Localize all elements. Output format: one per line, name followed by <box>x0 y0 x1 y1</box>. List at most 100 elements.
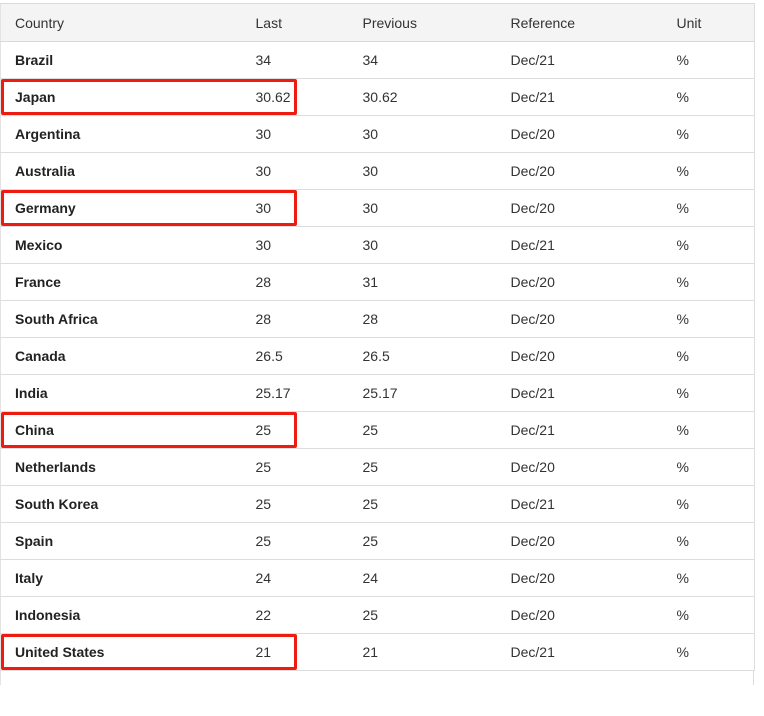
table-body: Brazil 34 34 Dec/21 % Japan 30.62 30.62 … <box>0 41 755 671</box>
last-cell: 30 <box>241 189 349 227</box>
previous-cell: 25 <box>348 485 497 523</box>
table-row: Italy 24 24 Dec/20 % <box>0 559 755 597</box>
table-container: Country Last Previous Reference Unit Bra… <box>0 3 755 685</box>
partial-next-row <box>0 671 754 685</box>
column-header-country: Country <box>0 3 242 42</box>
unit-cell: % <box>662 300 755 338</box>
previous-cell: 30 <box>348 226 497 264</box>
reference-cell: Dec/20 <box>496 522 663 560</box>
previous-cell: 25 <box>348 596 497 634</box>
table-row: Germany 30 30 Dec/20 % <box>0 189 755 227</box>
table-row: Indonesia 22 25 Dec/20 % <box>0 596 755 634</box>
table-row: Argentina 30 30 Dec/20 % <box>0 115 755 153</box>
reference-cell: Dec/21 <box>496 485 663 523</box>
country-cell[interactable]: Indonesia <box>0 596 242 634</box>
previous-cell: 30 <box>348 115 497 153</box>
table-row: Canada 26.5 26.5 Dec/20 % <box>0 337 755 375</box>
table-row: China 25 25 Dec/21 % <box>0 411 755 449</box>
previous-cell: 25 <box>348 522 497 560</box>
last-cell: 22 <box>241 596 349 634</box>
unit-cell: % <box>662 596 755 634</box>
country-cell[interactable]: Italy <box>0 559 242 597</box>
country-cell[interactable]: Mexico <box>0 226 242 264</box>
table-row: Mexico 30 30 Dec/21 % <box>0 226 755 264</box>
country-cell[interactable]: India <box>0 374 242 412</box>
unit-cell: % <box>662 41 755 79</box>
column-header-unit: Unit <box>662 3 755 42</box>
previous-cell: 30 <box>348 152 497 190</box>
country-cell[interactable]: China <box>0 411 242 449</box>
previous-cell: 30 <box>348 189 497 227</box>
last-cell: 25 <box>241 448 349 486</box>
last-cell: 25 <box>241 411 349 449</box>
corporate-tax-rate-table: Country Last Previous Reference Unit Bra… <box>0 3 755 671</box>
country-cell[interactable]: Spain <box>0 522 242 560</box>
reference-cell: Dec/21 <box>496 78 663 116</box>
country-cell[interactable]: United States <box>0 633 242 671</box>
table-row: South Korea 25 25 Dec/21 % <box>0 485 755 523</box>
table-row: India 25.17 25.17 Dec/21 % <box>0 374 755 412</box>
country-cell[interactable]: Canada <box>0 337 242 375</box>
unit-cell: % <box>662 559 755 597</box>
column-header-last: Last <box>241 3 349 42</box>
reference-cell: Dec/21 <box>496 226 663 264</box>
reference-cell: Dec/20 <box>496 300 663 338</box>
previous-cell: 31 <box>348 263 497 301</box>
header-row: Country Last Previous Reference Unit <box>0 3 755 42</box>
last-cell: 25 <box>241 485 349 523</box>
reference-cell: Dec/20 <box>496 337 663 375</box>
reference-cell: Dec/21 <box>496 41 663 79</box>
previous-cell: 28 <box>348 300 497 338</box>
reference-cell: Dec/20 <box>496 559 663 597</box>
last-cell: 34 <box>241 41 349 79</box>
country-cell[interactable]: Argentina <box>0 115 242 153</box>
reference-cell: Dec/20 <box>496 448 663 486</box>
last-cell: 30 <box>241 226 349 264</box>
previous-cell: 26.5 <box>348 337 497 375</box>
country-cell[interactable]: France <box>0 263 242 301</box>
unit-cell: % <box>662 263 755 301</box>
last-cell: 28 <box>241 300 349 338</box>
reference-cell: Dec/20 <box>496 189 663 227</box>
reference-cell: Dec/21 <box>496 633 663 671</box>
country-cell[interactable]: Australia <box>0 152 242 190</box>
table-row: South Africa 28 28 Dec/20 % <box>0 300 755 338</box>
country-cell[interactable]: Japan <box>0 78 242 116</box>
unit-cell: % <box>662 374 755 412</box>
unit-cell: % <box>662 115 755 153</box>
previous-cell: 30.62 <box>348 78 497 116</box>
country-cell[interactable]: South Africa <box>0 300 242 338</box>
unit-cell: % <box>662 78 755 116</box>
previous-cell: 25.17 <box>348 374 497 412</box>
reference-cell: Dec/21 <box>496 411 663 449</box>
column-header-previous: Previous <box>348 3 497 42</box>
last-cell: 30.62 <box>241 78 349 116</box>
table-row: France 28 31 Dec/20 % <box>0 263 755 301</box>
country-cell[interactable]: South Korea <box>0 485 242 523</box>
table-row: Australia 30 30 Dec/20 % <box>0 152 755 190</box>
unit-cell: % <box>662 411 755 449</box>
table-header: Country Last Previous Reference Unit <box>0 3 755 42</box>
reference-cell: Dec/20 <box>496 596 663 634</box>
previous-cell: 25 <box>348 411 497 449</box>
country-cell[interactable]: Brazil <box>0 41 242 79</box>
last-cell: 25.17 <box>241 374 349 412</box>
unit-cell: % <box>662 226 755 264</box>
reference-cell: Dec/20 <box>496 152 663 190</box>
reference-cell: Dec/21 <box>496 374 663 412</box>
table-row: United States 21 21 Dec/21 % <box>0 633 755 671</box>
last-cell: 30 <box>241 152 349 190</box>
column-header-reference: Reference <box>496 3 663 42</box>
last-cell: 26.5 <box>241 337 349 375</box>
reference-cell: Dec/20 <box>496 115 663 153</box>
last-cell: 24 <box>241 559 349 597</box>
country-cell[interactable]: Germany <box>0 189 242 227</box>
unit-cell: % <box>662 448 755 486</box>
table-row: Japan 30.62 30.62 Dec/21 % <box>0 78 755 116</box>
country-cell[interactable]: Netherlands <box>0 448 242 486</box>
last-cell: 28 <box>241 263 349 301</box>
previous-cell: 21 <box>348 633 497 671</box>
table-row: Netherlands 25 25 Dec/20 % <box>0 448 755 486</box>
unit-cell: % <box>662 522 755 560</box>
unit-cell: % <box>662 152 755 190</box>
